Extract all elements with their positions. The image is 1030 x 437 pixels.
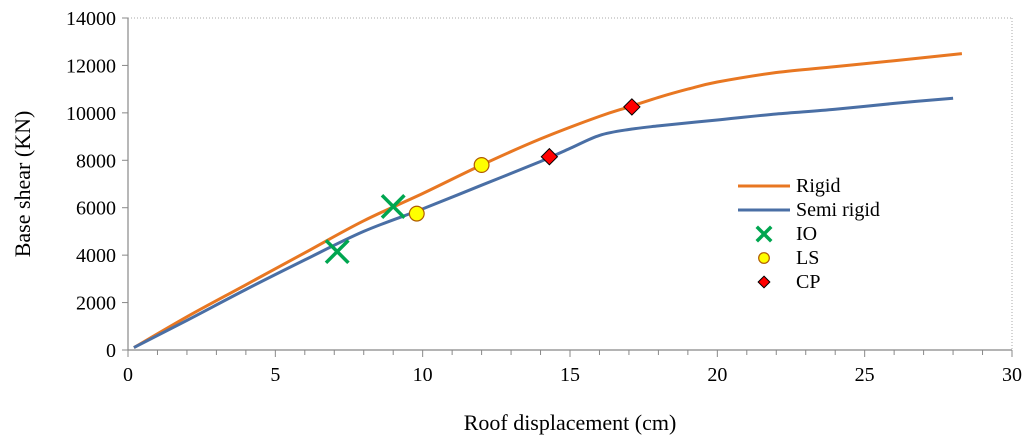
- y-tick-label: 14000: [66, 8, 116, 30]
- tick-labels: 0 5 10 15 20 25 30 0 2000 4000 6000 8000 10000 12000 1…: [66, 8, 1022, 386]
- legend-label: Semi rigid: [796, 199, 880, 221]
- legend-label: CP: [796, 271, 820, 293]
- x-tick-label: 30: [1002, 364, 1022, 386]
- x-tick-label: 25: [855, 364, 875, 386]
- legend-swatch: [758, 252, 770, 264]
- legend-item-ls: LS: [758, 247, 819, 269]
- y-tick-label: 12000: [66, 55, 116, 77]
- y-tick-label: 8000: [76, 150, 116, 172]
- x-tick-label: 10: [413, 364, 433, 386]
- y-tick-label: 6000: [76, 198, 116, 220]
- marker-cp: [540, 147, 559, 166]
- y-tick-label: 4000: [76, 245, 116, 267]
- legend-item-io: IO: [755, 223, 817, 245]
- y-axis-title: Base shear (KN): [10, 111, 35, 258]
- series-line-semi-rigid: [133, 96, 954, 349]
- marker-ls: [473, 157, 490, 174]
- legend-item-rigid: Rigid: [738, 175, 840, 197]
- y-tick-label: 0: [106, 340, 116, 362]
- legend-label: LS: [796, 247, 819, 269]
- x-axis-title: Roof displacement (cm): [464, 410, 677, 435]
- legend-label: IO: [796, 223, 817, 245]
- legend-item-semi-rigid: Semi rigid: [738, 199, 880, 221]
- legend-swatch: [757, 275, 771, 289]
- series-line-rigid: [133, 52, 963, 349]
- marker-cp: [623, 98, 641, 116]
- x-tick-label: 20: [707, 364, 727, 386]
- legend-swatch: [755, 225, 773, 243]
- x-tick-label: 15: [560, 364, 580, 386]
- marker-io: [324, 239, 350, 265]
- y-tick-label: 2000: [76, 293, 116, 315]
- x-tick-label: 5: [270, 364, 280, 386]
- marker-ls: [408, 205, 425, 222]
- series-lines: [133, 52, 963, 349]
- legend-item-cp: CP: [757, 271, 820, 293]
- series-markers: [324, 98, 641, 265]
- tick-marks: [122, 17, 1013, 357]
- marker-io: [380, 194, 406, 220]
- y-tick-label: 10000: [66, 103, 116, 125]
- legend-label: Rigid: [796, 175, 840, 197]
- x-tick-label: 0: [123, 364, 133, 386]
